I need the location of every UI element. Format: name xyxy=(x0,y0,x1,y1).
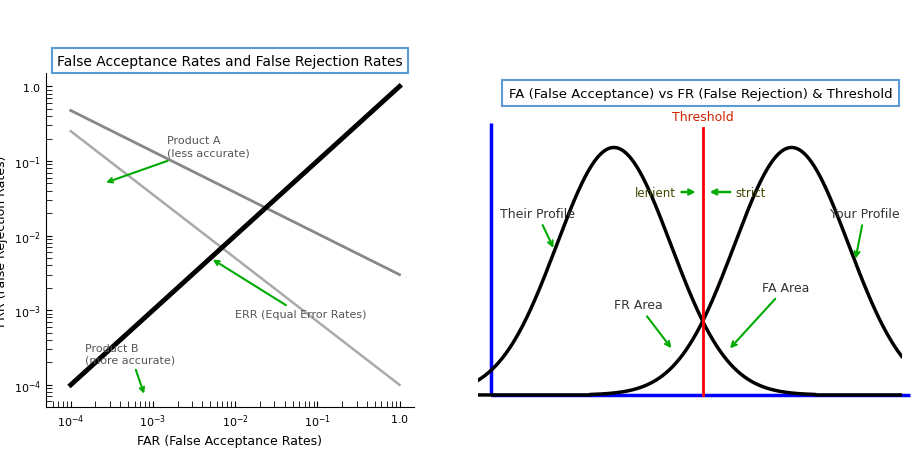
Text: Their Profile: Their Profile xyxy=(499,207,574,246)
X-axis label: FAR (False Acceptance Rates): FAR (False Acceptance Rates) xyxy=(137,434,323,447)
Text: Product B
(more accurate): Product B (more accurate) xyxy=(85,343,176,392)
Title: False Acceptance Rates and False Rejection Rates: False Acceptance Rates and False Rejecti… xyxy=(57,55,403,69)
Text: FA Area: FA Area xyxy=(731,282,809,347)
Text: Threshold: Threshold xyxy=(671,111,732,124)
Y-axis label: FRR (False Rejection Rates): FRR (False Rejection Rates) xyxy=(0,155,8,326)
Text: Product A
(less accurate): Product A (less accurate) xyxy=(108,136,250,183)
Text: FR Area: FR Area xyxy=(613,299,669,347)
Text: lenient: lenient xyxy=(634,186,692,199)
Text: Your Profile: Your Profile xyxy=(829,207,898,257)
Text: strict: strict xyxy=(711,186,766,199)
Text: ERR (Equal Error Rates): ERR (Equal Error Rates) xyxy=(214,261,367,320)
Text: FA (False Acceptance) vs FR (False Rejection) & Threshold: FA (False Acceptance) vs FR (False Rejec… xyxy=(508,88,891,100)
